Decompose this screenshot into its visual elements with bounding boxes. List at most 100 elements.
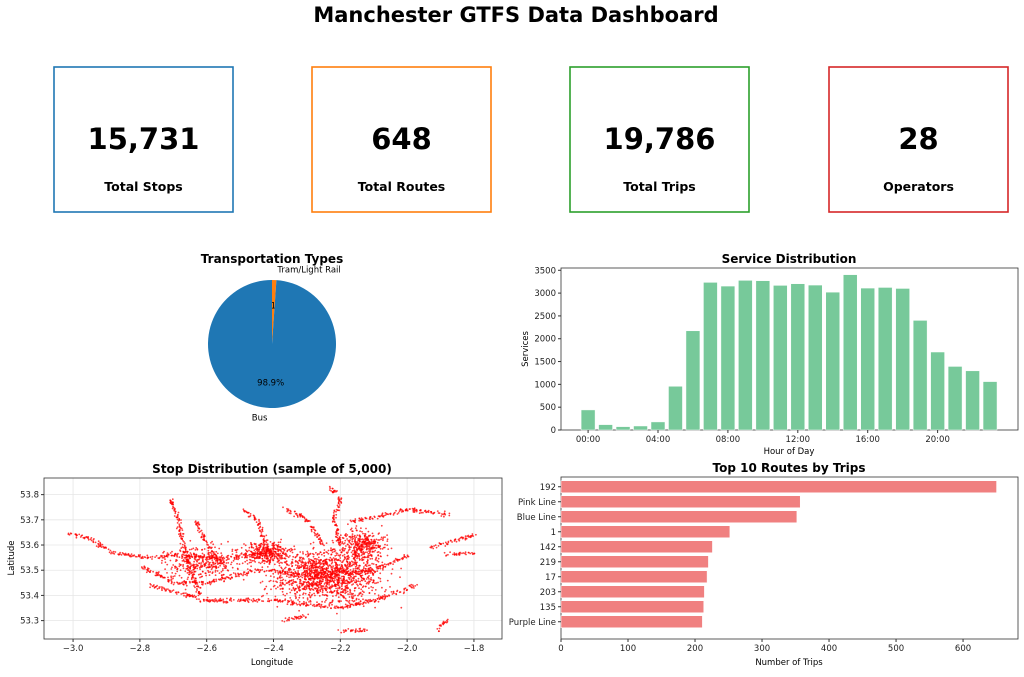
stop-point — [345, 560, 348, 563]
stop-point — [347, 604, 350, 607]
stop-point — [310, 568, 313, 570]
stop-point — [348, 602, 351, 605]
stop-point — [149, 556, 152, 559]
stop-point — [372, 598, 375, 601]
bar-03:00 — [633, 425, 648, 431]
stop-point — [236, 575, 238, 578]
stop-point — [293, 568, 295, 571]
stop-point — [306, 568, 309, 570]
stop-point — [253, 557, 256, 560]
stop-point — [244, 510, 247, 512]
stop-point — [187, 558, 190, 561]
stop-point — [326, 564, 329, 567]
stop-point — [203, 533, 206, 536]
stop-point — [322, 585, 325, 588]
stop-point — [323, 564, 326, 566]
stop-point — [394, 557, 397, 560]
stop-point — [365, 541, 368, 544]
stop-point — [246, 554, 249, 557]
stop-point — [368, 575, 370, 577]
stop-point — [377, 567, 380, 570]
stop-point — [363, 538, 365, 541]
kpi-label: Total Routes — [358, 179, 446, 194]
stop-point — [297, 599, 299, 601]
stop-point — [254, 517, 256, 519]
stop-point — [147, 570, 150, 573]
stop-point — [302, 564, 305, 567]
stop-point — [253, 559, 256, 562]
stop-point — [364, 535, 367, 537]
stop-point — [339, 577, 342, 580]
stop-point — [339, 557, 342, 559]
stop-point — [391, 568, 394, 570]
stop-point — [333, 558, 336, 561]
stop-point — [366, 559, 369, 561]
stop-point — [286, 592, 288, 595]
stop-point — [475, 533, 477, 536]
stop-point — [238, 563, 241, 565]
stop-point — [360, 630, 363, 633]
stop-point — [330, 607, 332, 610]
stop-point — [330, 567, 333, 569]
stop-point — [258, 518, 260, 521]
stop-point — [149, 571, 151, 573]
stop-point — [336, 536, 339, 539]
stop-point — [319, 537, 322, 539]
stop-point — [305, 604, 307, 607]
stop-point — [339, 534, 342, 537]
stop-point — [386, 554, 389, 557]
stop-point — [282, 587, 284, 590]
stop-point — [146, 567, 149, 570]
stop-point — [318, 583, 321, 585]
stop-point — [391, 593, 394, 595]
stop-point — [313, 572, 315, 574]
stop-point — [309, 579, 312, 581]
stop-point — [186, 567, 189, 570]
stop-point — [192, 547, 195, 550]
stop-point — [335, 605, 338, 608]
stop-point — [254, 568, 257, 571]
stop-point — [336, 490, 338, 492]
stop-point — [280, 550, 283, 553]
stop-point — [276, 545, 279, 547]
stop-point — [355, 564, 358, 567]
stop-point — [358, 598, 360, 601]
stop-point — [238, 557, 241, 559]
stop-point — [198, 558, 201, 561]
stop-point — [171, 498, 174, 501]
stop-point — [382, 595, 385, 598]
stop-point — [210, 582, 213, 584]
bar-21:00 — [947, 366, 963, 431]
stop-point — [296, 564, 299, 567]
stop-point — [262, 594, 264, 597]
stop-point — [377, 600, 380, 603]
stop-point — [184, 588, 187, 591]
stop-point — [167, 580, 170, 583]
stop-point — [198, 562, 201, 565]
stop-point — [384, 512, 387, 514]
stop-point — [226, 597, 228, 600]
stop-point — [367, 601, 370, 604]
stop-point — [292, 580, 295, 583]
stop-point — [356, 630, 359, 632]
stop-point — [146, 554, 149, 557]
stop-point — [179, 534, 182, 536]
stop-point — [366, 546, 368, 549]
stop-point — [321, 593, 324, 596]
stop-point — [372, 541, 375, 544]
bar-ylabel: Services — [521, 331, 531, 367]
stop-point — [280, 566, 282, 569]
stop-point — [157, 557, 160, 559]
stop-point — [362, 541, 364, 543]
stop-point — [160, 562, 163, 564]
stop-point — [329, 590, 332, 592]
stop-point — [344, 603, 347, 606]
stop-point — [227, 569, 230, 572]
stop-point — [357, 584, 359, 587]
stop-point — [308, 601, 310, 603]
stop-point — [467, 551, 470, 554]
stop-point — [309, 599, 312, 602]
stop-point — [365, 538, 367, 541]
stop-point — [142, 568, 145, 570]
stop-point — [348, 574, 351, 577]
